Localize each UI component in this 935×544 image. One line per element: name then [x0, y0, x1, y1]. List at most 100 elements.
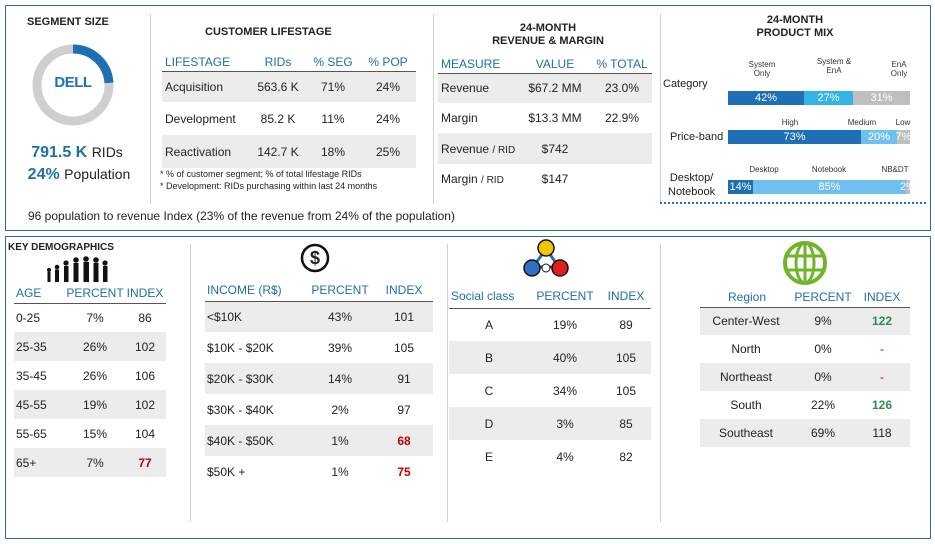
region-cell: 122 — [871, 314, 893, 329]
revenue-value: $67.2 MM — [528, 81, 582, 96]
bar-segment: 85% — [753, 180, 906, 194]
dollar-icon — [300, 243, 330, 273]
category-row-label: Category — [663, 78, 708, 90]
social-cell: 82 — [619, 449, 633, 464]
social-cell: E — [484, 449, 493, 464]
table-row: B 40% 105 — [449, 341, 651, 374]
table-row: South 22% 126 — [700, 391, 910, 419]
revenue-pct — [592, 133, 652, 164]
revenue-header: VALUE — [535, 56, 575, 71]
demographics-cell: 102 — [134, 339, 156, 354]
table-row: Revenue $67.2 MM 23.0% — [438, 73, 652, 103]
region-cell: Southeast — [718, 426, 774, 440]
revenue-pct: 22.9% — [604, 111, 640, 125]
social-cell: 34% — [552, 383, 578, 398]
table-row: 55-65 15% 104 — [14, 419, 166, 448]
social-cell: 40% — [552, 350, 578, 365]
lifestage-cell: 24% — [375, 111, 401, 126]
social-cell: 105 — [615, 383, 637, 398]
region-cell: 126 — [871, 398, 893, 412]
demographics-cell: 15% — [82, 426, 108, 441]
table-row: A 19% 89 — [449, 308, 651, 341]
income-header: INDEX — [385, 282, 423, 297]
demographics-cell: 19% — [82, 397, 108, 412]
revenue-value: $13.3 MM — [528, 111, 582, 125]
lifestage-header: LIFESTAGE — [165, 54, 231, 69]
income-cell: 1% — [331, 433, 349, 448]
region-cell: 0% — [814, 342, 832, 356]
lifestage-cell: Reactivation — [165, 144, 232, 159]
bottom-panel — [5, 236, 931, 539]
bar-top-label: High — [781, 118, 799, 127]
revenue-value: $742 — [541, 141, 569, 156]
revenue-pct: 23.0% — [604, 81, 640, 96]
income-cell: 43% — [327, 309, 353, 324]
social-cell: A — [484, 317, 493, 332]
demographics-cell: 7% — [86, 455, 104, 470]
income-cell: 75 — [397, 464, 411, 479]
bar-top-label: System Only — [748, 60, 776, 78]
revenue-header: MEASURE — [441, 56, 501, 71]
social-cell: 19% — [552, 317, 578, 332]
bar-segment: 20% — [861, 130, 897, 144]
income-cell: $40K - $50K — [207, 433, 274, 448]
income-cell: 39% — [327, 340, 353, 355]
revenue-table: MEASURE VALUE % TOTAL Revenue $67.2 MM 2… — [438, 55, 652, 194]
income-cell: $50K + — [207, 464, 246, 479]
social-cell: B — [484, 350, 493, 365]
table-row: <$10K 43% 101 — [205, 301, 433, 332]
table-row: E 4% 82 — [449, 440, 651, 473]
bar-top-label: Desktop — [749, 165, 779, 174]
income-cell: 1% — [331, 464, 349, 479]
pop-value: 24% — [27, 166, 60, 183]
device-label-2: Notebook — [668, 186, 716, 198]
lifestage-cell: 71% — [320, 79, 346, 94]
table-row: D 3% 85 — [449, 407, 651, 440]
rids-value: 791.5 K — [31, 144, 88, 161]
index-note: 96 population to revenue Index (23% of t… — [28, 209, 455, 223]
region-cell: South — [730, 398, 762, 412]
segment-rids: 791.5 K RIDs — [22, 144, 132, 162]
measure-label: Margin — [441, 111, 478, 125]
region-cell: North — [731, 342, 761, 356]
demographics-cell: 45-55 — [16, 397, 47, 412]
social-cell: 4% — [556, 449, 574, 464]
table-row: North 0% - — [700, 335, 910, 363]
demographics-cell: 7% — [86, 310, 104, 325]
lifestage-title: CUSTOMER LIFESTAGE — [205, 26, 332, 38]
region-cell: Northeast — [719, 370, 773, 384]
divider — [660, 14, 661, 204]
income-cell: 105 — [393, 340, 415, 355]
income-table: INCOME (R$) PERCENT INDEX <$10K 43% 101 $10K -… — [205, 279, 433, 487]
table-row: 0-25 7% 86 — [14, 303, 166, 332]
region-cell: 0% — [814, 370, 832, 384]
lifestage-cell: 24% — [375, 79, 401, 94]
pop-label: Population — [64, 166, 131, 182]
region-table: Region PERCENT INDEX Center-West 9% 122 North 0… — [700, 287, 910, 447]
revenue-header: % TOTAL — [596, 56, 648, 71]
revenue-measure: Revenue — [438, 73, 518, 103]
bar-segment: 42% — [728, 91, 804, 105]
lifestage-cell: Development — [165, 111, 236, 126]
demographics-cell: 102 — [134, 397, 156, 412]
demographics-cell: 55-65 — [16, 426, 47, 441]
income-cell: 14% — [327, 371, 353, 386]
price-band-row-label: Price-band — [670, 131, 724, 143]
social-cell: D — [484, 416, 494, 431]
divider — [660, 244, 661, 522]
segment-donut — [32, 44, 114, 126]
bar-segment: 2% — [900, 180, 916, 194]
income-header: INCOME (R$) — [207, 282, 282, 297]
revenue-title-2: REVENUE & MARGIN — [492, 35, 604, 47]
social-class-icon — [523, 239, 569, 277]
demographics-cell: 25-35 — [16, 339, 47, 354]
measure-label: Revenue — [441, 141, 490, 156]
demographics-table: AGE PERCENT INDEX 0-25 7% 86 25-35 26% 102 35-45 2… — [14, 283, 166, 477]
dell-logo: DELL — [54, 74, 92, 91]
measure-label: Revenue — [441, 81, 490, 96]
demographics-cell: 0-25 — [16, 310, 41, 325]
social-header: PERCENT — [536, 288, 594, 303]
bar-top-label: NB&DT — [881, 165, 909, 174]
lifestage-cell: 85.2 K — [260, 111, 296, 126]
bar-top-label: EnA Only — [890, 60, 908, 78]
